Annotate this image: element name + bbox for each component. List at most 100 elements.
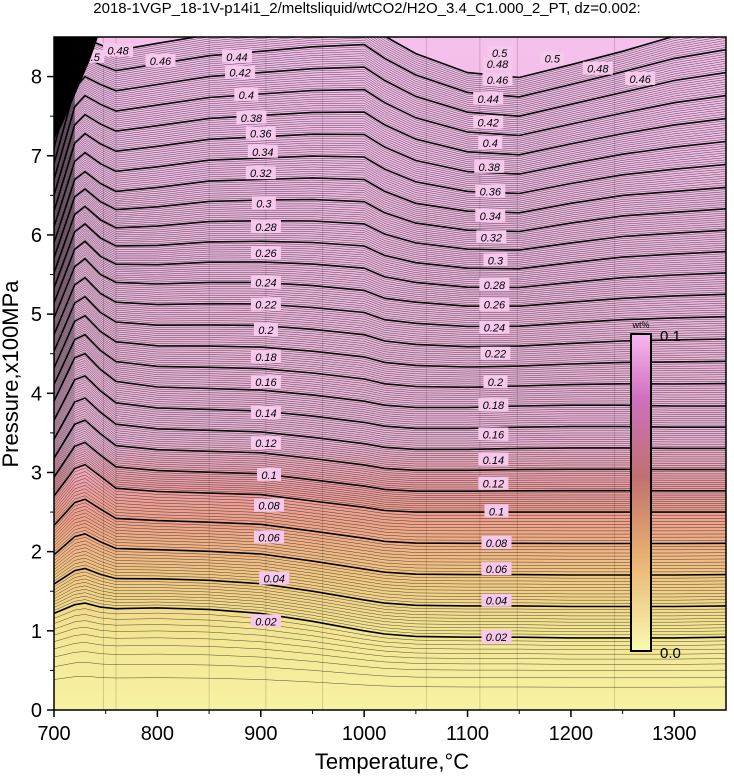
minor-contour-line: [54, 232, 726, 296]
minor-contour-line: [54, 292, 726, 349]
major-contour-line: [54, 419, 726, 472]
minor-contour-line: [54, 626, 726, 655]
y-tick-label: 1: [31, 621, 42, 643]
contour-label-background: [250, 275, 281, 289]
x-tick-label: 800: [141, 723, 174, 745]
minor-contour-line: [54, 73, 726, 169]
minor-contour-line: [54, 98, 726, 186]
minor-contour-line: [54, 384, 726, 438]
minor-contour-line: [54, 114, 726, 197]
minor-contour-line: [54, 355, 726, 410]
minor-contour-line: [54, 411, 726, 463]
minor-contour-line: [54, 100, 726, 188]
minor-contour-line: [54, 578, 726, 617]
minor-contour-line: [54, 351, 726, 406]
minor-contour-line: [54, 181, 726, 252]
minor-contour-line: [54, 305, 726, 360]
minor-contour-line: [54, 495, 726, 541]
minor-contour-line: [54, 537, 726, 579]
contour-label: 0.08: [486, 538, 508, 550]
major-contour-line: [54, 532, 726, 576]
contour-label-background: [250, 375, 281, 389]
minor-contour-line: [54, 75, 726, 171]
minor-contour-line: [54, 140, 726, 218]
colorbar-unit-label: wt%: [631, 320, 649, 330]
contour-label-background: [481, 562, 512, 576]
contour-label-background: [250, 297, 281, 311]
minor-contour-line: [54, 634, 726, 660]
minor-contour-line: [54, 324, 726, 378]
minor-contour-line: [54, 332, 726, 386]
contour-label-background: [540, 51, 565, 65]
minor-contour-line: [54, 415, 726, 467]
minor-contour-line: [54, 253, 726, 314]
minor-contour-line: [54, 595, 726, 632]
minor-contour-line: [54, 422, 726, 473]
minor-contour-line: [54, 485, 726, 532]
minor-contour-line: [54, 80, 726, 174]
minor-contour-line: [54, 244, 726, 307]
minor-contour-line: [54, 96, 726, 185]
minor-contour-line: [54, 294, 726, 350]
colorbar-min-label: 0.0: [660, 645, 681, 662]
major-contour-line: [54, 205, 726, 274]
minor-contour-line: [54, 273, 726, 332]
minor-contour-line: [54, 174, 726, 246]
minor-contour-line: [54, 247, 726, 310]
major-contour-line: [54, 498, 726, 545]
minor-contour-line: [54, 221, 726, 287]
chart-title: 2018-1VGP_18-1V-p14i1_2/meltsliquid/wtCO…: [93, 0, 640, 17]
contour-label-background: [487, 45, 512, 59]
minor-contour-line: [54, 388, 726, 442]
grid-lines: [103, 37, 615, 710]
minor-contour-line: [54, 502, 726, 547]
minor-contour-line: [54, 161, 726, 235]
major-contour-line: [54, 170, 726, 244]
minor-contour-line: [54, 192, 726, 261]
minor-contour-line: [54, 266, 726, 325]
contour-label-background: [253, 322, 278, 336]
minor-contour-line: [54, 575, 726, 614]
contour-label: 0.34: [252, 147, 273, 159]
minor-contour-line: [54, 167, 726, 240]
minor-contour-line: [54, 642, 726, 665]
minor-contour-line: [54, 382, 726, 435]
minor-contour-line: [54, 349, 726, 404]
minor-contour-line: [54, 230, 726, 295]
minor-contour-line: [54, 202, 726, 270]
y-tick-label: 7: [31, 146, 42, 168]
minor-contour-line: [54, 213, 726, 280]
minor-contour-line: [54, 424, 726, 475]
contour-label-background: [474, 159, 505, 173]
major-contour-line: [54, 187, 726, 259]
minor-contour-line: [54, 55, 726, 156]
minor-contour-line: [54, 550, 726, 591]
minor-contour-line: [54, 269, 726, 329]
minor-contour-line: [54, 200, 726, 269]
minor-contour-line: [54, 298, 726, 354]
contour-label-background: [479, 297, 510, 311]
major-contour-line: [54, 295, 726, 352]
contour-label: 0.36: [250, 129, 272, 141]
minor-contour-line: [54, 216, 726, 283]
minor-contour-line: [54, 249, 726, 311]
plot-area: 0.02 0.04 0.06 0.08 0.1 0.12 0.14 0.16 0.18 0.2 0.…: [54, 37, 726, 710]
minor-contour-line: [54, 492, 726, 538]
contour-label-background: [625, 71, 656, 85]
contour-label-background: [483, 375, 508, 389]
contour-label: 0.4: [483, 138, 498, 150]
minor-contour-line: [54, 139, 726, 216]
contour-label-background: [478, 476, 509, 490]
minor-contour-line: [54, 620, 726, 650]
minor-contour-line: [54, 116, 726, 199]
minor-contour-line: [54, 146, 726, 223]
minor-contour-line: [54, 246, 726, 308]
minor-contour-line: [54, 585, 726, 623]
minor-contour-line: [54, 228, 726, 293]
contour-label-background: [475, 208, 506, 222]
contour-label: 0.06: [486, 564, 508, 576]
minor-contour-line: [54, 84, 726, 177]
contour-label: 0.1: [489, 506, 504, 518]
contour-label: 0.44: [226, 52, 247, 64]
